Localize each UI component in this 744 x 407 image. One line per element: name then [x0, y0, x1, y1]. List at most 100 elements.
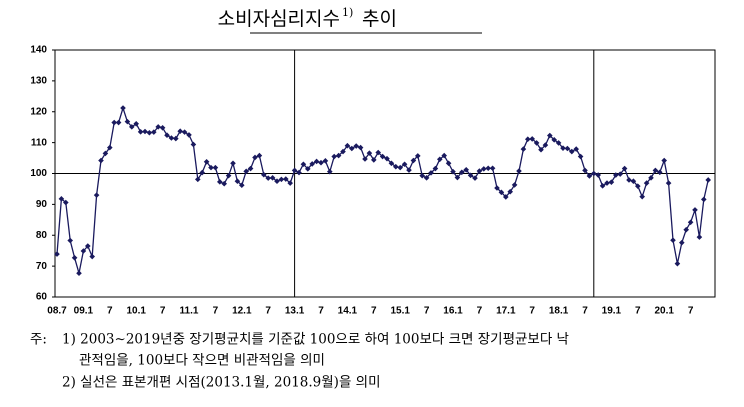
y-tick-label: 70 [36, 261, 48, 272]
y-tick-label: 60 [36, 292, 48, 303]
x-tick-label: 7 [160, 306, 166, 317]
point-marker [155, 124, 161, 130]
point-marker [489, 165, 496, 172]
x-tick-label: 19.1 [602, 306, 622, 317]
y-tick-label: 80 [36, 230, 48, 241]
note: 관적임을, 100보다 작으면 비관적임을 의미 [79, 353, 325, 369]
point-marker [362, 156, 368, 162]
point-marker [124, 118, 131, 125]
point-marker [371, 157, 377, 163]
title-superscript: 1) [342, 6, 353, 19]
point-marker [217, 179, 223, 185]
point-marker [76, 270, 82, 277]
point-marker [674, 260, 681, 267]
point-marker [54, 251, 60, 257]
point-marker [349, 145, 355, 152]
point-marker [586, 173, 593, 179]
point-marker [661, 157, 667, 164]
point-marker [322, 158, 329, 164]
point-marker [604, 180, 610, 186]
point-marker [274, 178, 280, 185]
chart-title: 소비자심리지수 [218, 8, 340, 30]
x-tick-label: 7 [213, 306, 219, 317]
point-marker [503, 194, 509, 200]
point-marker [278, 176, 285, 183]
point-marker [256, 152, 263, 159]
point-marker [432, 165, 439, 172]
point-marker [265, 175, 271, 181]
point-marker [384, 155, 390, 162]
point-marker [564, 145, 571, 152]
point-marker [80, 248, 87, 254]
title-suffix: 추이 [362, 8, 397, 30]
point-marker [445, 160, 452, 167]
point-marker [261, 171, 267, 178]
point-marker [533, 140, 540, 146]
point-marker [199, 169, 205, 176]
point-marker [305, 166, 311, 172]
point-marker [406, 167, 412, 173]
point-marker [142, 128, 148, 135]
point-marker [630, 178, 637, 185]
point-marker [221, 180, 227, 187]
x-tick-label: 20.1 [654, 306, 674, 317]
point-marker [683, 226, 689, 233]
x-tick-label: 15.1 [390, 306, 410, 317]
x-tick-label: 10.1 [126, 306, 146, 317]
point-marker [696, 234, 703, 240]
point-marker [617, 171, 623, 177]
point-marker [111, 119, 117, 126]
point-marker [652, 167, 659, 174]
point-marker [657, 169, 663, 176]
x-tick-label: 7 [265, 306, 271, 317]
point-marker [626, 177, 632, 183]
point-marker [93, 192, 100, 198]
x-tick-label: 12.1 [232, 306, 252, 317]
point-marker [613, 172, 619, 178]
point-marker [85, 243, 91, 249]
point-marker [401, 161, 408, 168]
point-marker [239, 182, 245, 189]
point-marker [520, 146, 527, 152]
point-marker [177, 128, 183, 135]
x-tick-label: 7 [424, 306, 430, 317]
point-marker [643, 180, 650, 186]
point-marker [203, 158, 210, 165]
y-tick-label: 140 [30, 45, 47, 56]
point-marker [168, 135, 175, 141]
point-marker [107, 144, 113, 151]
point-marker [665, 180, 672, 186]
point-marker [692, 207, 698, 213]
point-marker [454, 174, 461, 181]
point-marker [89, 253, 95, 260]
point-marker [195, 176, 201, 183]
point-marker [560, 145, 566, 151]
x-tick-label: 17.1 [496, 306, 516, 317]
point-marker [494, 185, 500, 191]
point-marker [344, 142, 351, 149]
x-tick-label: 13.1 [285, 306, 305, 317]
point-marker [547, 132, 553, 139]
point-marker [679, 239, 685, 246]
point-marker [599, 183, 606, 189]
note-label: 주: [30, 332, 47, 348]
x-tick-label: 16.1 [443, 306, 463, 317]
note: 1) 2003∼2019년중 장기평균치를 기준값 100으로 하여 100보다… [62, 332, 569, 348]
point-marker [379, 153, 386, 160]
x-tick-label: 7 [318, 306, 324, 317]
point-marker [516, 168, 522, 174]
point-marker [507, 188, 513, 195]
note: 2) 실선은 표본개편 시점(2013.1월, 2018.9월)을 의미 [62, 375, 381, 391]
point-marker [318, 159, 324, 166]
point-marker [247, 165, 254, 172]
point-marker [190, 141, 197, 148]
point-marker [485, 165, 491, 172]
x-tick-label: 14.1 [338, 306, 358, 317]
point-marker [129, 124, 135, 130]
point-marker [234, 178, 241, 185]
point-marker [591, 170, 597, 177]
point-marker [670, 237, 676, 243]
point-marker [58, 196, 65, 202]
point-marker [388, 160, 395, 167]
point-marker [340, 148, 346, 155]
